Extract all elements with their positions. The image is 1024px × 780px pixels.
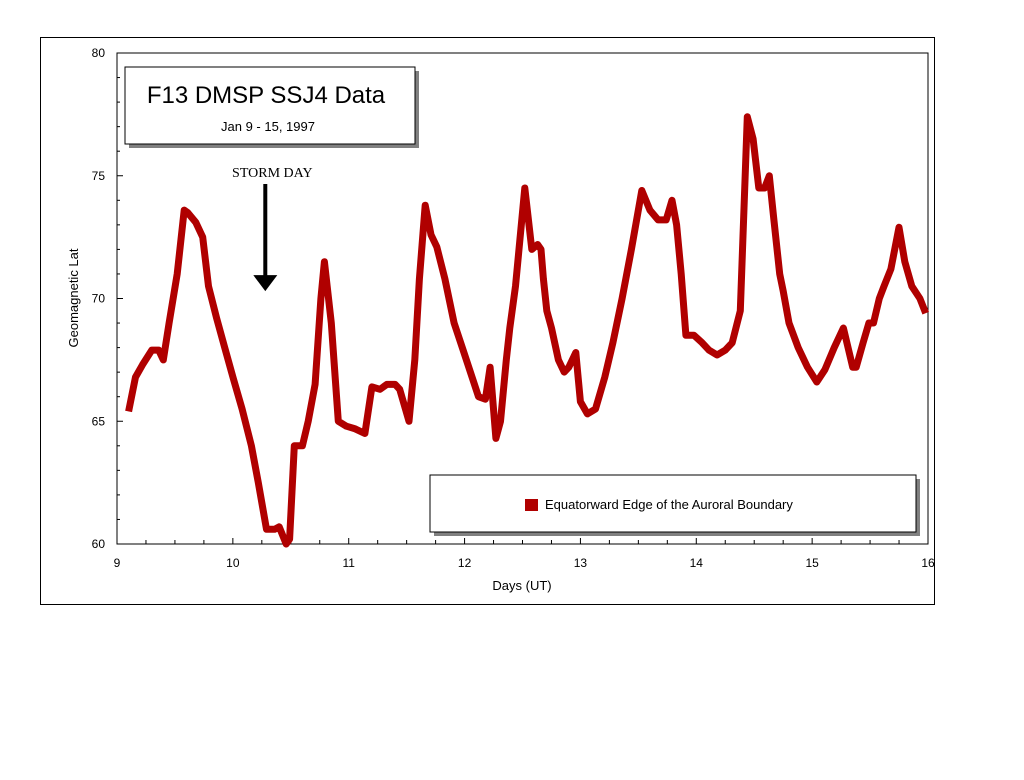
series-line-equatorward-edge	[125, 113, 929, 548]
storm-day-annotation: STORM DAY	[232, 166, 313, 181]
y-tick-label: 80	[92, 46, 106, 60]
y-axis-ticks: 60 65 70 75 80	[92, 46, 123, 551]
chart-title: F13 DMSP SSJ4 Data	[147, 82, 386, 109]
legend: Equatorward Edge of the Auroral Boundary	[429, 474, 920, 536]
y-tick-label: 70	[92, 292, 106, 306]
x-axis-title: Days (UT)	[492, 578, 551, 593]
x-tick-label: 9	[114, 556, 121, 570]
x-tick-label: 13	[574, 556, 588, 570]
chart-frame	[40, 37, 935, 605]
legend-swatch	[525, 499, 538, 511]
x-tick-label: 10	[226, 556, 240, 570]
x-tick-label: 16	[921, 556, 935, 570]
y-axis-title: Geomagnetic Lat	[66, 248, 81, 347]
x-tick-label: 11	[342, 556, 355, 570]
y-tick-label: 65	[92, 414, 106, 428]
title-box: F13 DMSP SSJ4 Data Jan 9 - 15, 1997	[124, 66, 419, 148]
x-tick-label: 15	[805, 556, 819, 570]
x-tick-label: 14	[690, 556, 704, 570]
x-tick-label: 12	[458, 556, 472, 570]
y-tick-label: 75	[92, 169, 106, 183]
title-box-frame	[124, 66, 416, 145]
chart-subtitle: Jan 9 - 15, 1997	[221, 119, 315, 134]
storm-day-arrow-head	[253, 275, 278, 292]
x-axis-ticks: 9 10 11 12 13 14 15 16	[114, 538, 935, 570]
legend-label: Equatorward Edge of the Auroral Boundary	[545, 497, 793, 512]
y-tick-label: 60	[92, 537, 106, 551]
legend-frame	[429, 474, 917, 533]
